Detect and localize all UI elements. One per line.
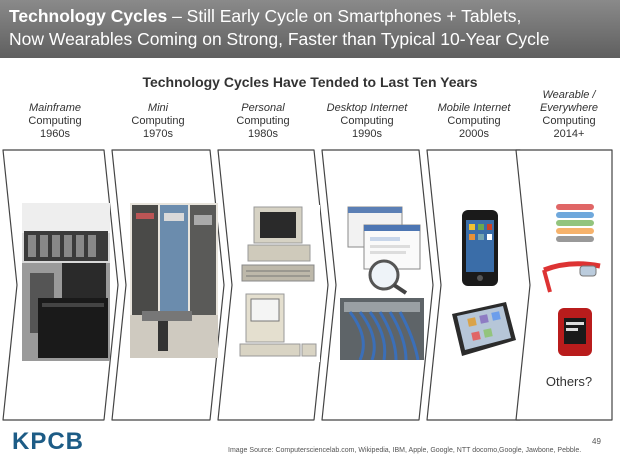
era-line2: Computing (542, 115, 596, 127)
macintosh-photo (236, 292, 320, 362)
ipad-photo (446, 300, 520, 358)
era-decade: 2014+ (553, 128, 585, 140)
page-number: 49 (592, 437, 601, 446)
era-decade: 2000s (459, 128, 489, 140)
iphone-photo (460, 208, 500, 288)
era-name-2: Everywhere (539, 102, 599, 114)
mini-computer-photo (130, 203, 218, 358)
image-source-note: Image Source: Computersciencelab.com, Wi… (228, 447, 582, 454)
era-decade: 1990s (352, 128, 382, 140)
era-line2: Computing (447, 115, 501, 127)
era-line2: Computing (236, 115, 290, 127)
header-title-line-2: Now Wearables Coming on Strong, Faster t… (9, 29, 550, 49)
kpcb-logo: KPCB (12, 428, 85, 455)
era-label-mainframe: Mainframe Computing 1960s (5, 102, 105, 141)
chevron-personal (217, 149, 329, 421)
era-decade: 1960s (40, 128, 70, 140)
era-name: Personal (241, 102, 285, 114)
era-label-mini: Mini Computing 1970s (108, 102, 208, 141)
header-title-bold: Technology Cycles (9, 6, 168, 26)
era-label-wearable: Wearable / Everywhere Computing 2014+ (519, 89, 619, 141)
header-title-rest: – Still Early Cycle on Smartphones + Tab… (167, 6, 522, 26)
era-decade: 1970s (143, 128, 173, 140)
era-line2: Computing (131, 115, 185, 127)
slide-subtitle: Technology Cycles Have Tended to Last Te… (142, 74, 478, 90)
network-cables-photo (340, 298, 424, 360)
era-name: Mainframe (29, 102, 81, 114)
google-glass-photo (540, 256, 604, 298)
era-name: Desktop Internet (326, 102, 408, 114)
era-label-mobile-internet: Mobile Internet Computing 2000s (424, 102, 524, 141)
jawbone-band-photo (552, 198, 598, 248)
pebble-watch-photo (552, 306, 598, 358)
slide-header: Technology Cycles – Still Early Cycle on… (0, 0, 620, 58)
era-decade: 1980s (248, 128, 278, 140)
google-browser-photo (344, 205, 424, 295)
ibm-pc-photo (240, 205, 320, 285)
era-name: Mini (147, 102, 169, 114)
mainframe-photo (22, 203, 110, 361)
era-line2: Computing (340, 115, 394, 127)
era-label-desktop-internet: Desktop Internet Computing 1990s (317, 102, 417, 141)
era-label-personal: Personal Computing 1980s (213, 102, 313, 141)
era-name: Mobile Internet (437, 102, 511, 114)
era-line2: Computing (28, 115, 82, 127)
others-label: Others? (545, 374, 593, 389)
era-name: Wearable / (542, 89, 596, 101)
header-title-line-1: Technology Cycles – Still Early Cycle on… (9, 5, 610, 28)
